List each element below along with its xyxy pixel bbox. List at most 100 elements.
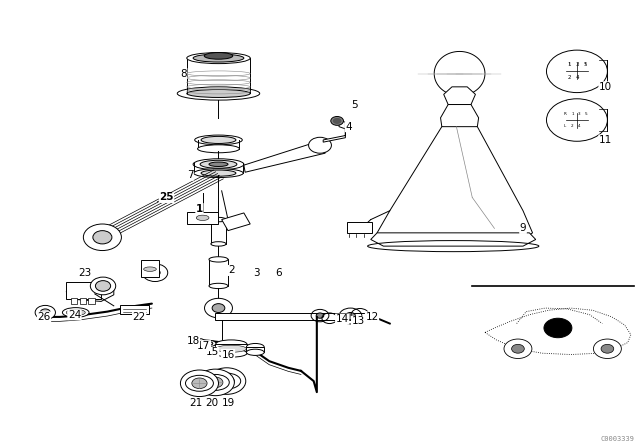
Bar (187, 211, 218, 224)
Circle shape (212, 304, 225, 313)
Text: 5: 5 (584, 112, 587, 116)
Ellipse shape (143, 267, 156, 271)
Text: 18: 18 (186, 336, 200, 346)
Text: 3: 3 (253, 267, 260, 278)
Bar (70, 298, 77, 304)
Ellipse shape (201, 136, 236, 143)
Bar (66, 282, 101, 299)
Ellipse shape (202, 340, 216, 347)
Ellipse shape (195, 340, 202, 343)
Bar (79, 298, 86, 304)
Polygon shape (434, 52, 485, 96)
Text: 4: 4 (578, 124, 580, 128)
Text: 3: 3 (575, 62, 579, 67)
Polygon shape (371, 233, 536, 246)
Circle shape (331, 116, 344, 125)
Text: 1: 1 (572, 112, 573, 116)
Text: 6: 6 (275, 267, 282, 278)
Text: 2: 2 (228, 266, 234, 276)
Text: 4: 4 (345, 122, 352, 132)
Bar (347, 222, 372, 233)
Ellipse shape (209, 257, 228, 262)
Circle shape (205, 298, 232, 318)
Text: 14: 14 (335, 314, 349, 324)
Text: 17: 17 (197, 340, 211, 351)
Text: 9: 9 (520, 224, 526, 233)
Text: 21: 21 (189, 398, 203, 408)
Circle shape (192, 378, 207, 388)
Text: R: R (563, 112, 566, 116)
Text: 7: 7 (187, 170, 193, 181)
Text: 12: 12 (365, 312, 379, 322)
Ellipse shape (211, 242, 226, 246)
Bar (141, 260, 159, 277)
Bar (215, 313, 374, 320)
Circle shape (544, 318, 572, 338)
Bar (88, 298, 95, 304)
Text: C0003339: C0003339 (600, 436, 634, 442)
Polygon shape (377, 127, 532, 242)
Circle shape (547, 50, 607, 93)
Text: 1: 1 (196, 203, 203, 214)
Circle shape (219, 376, 234, 386)
Ellipse shape (246, 344, 264, 350)
Ellipse shape (192, 338, 205, 344)
Text: 2: 2 (571, 124, 574, 128)
Ellipse shape (198, 145, 239, 153)
Circle shape (504, 339, 532, 358)
Text: 19: 19 (221, 398, 235, 408)
Text: L: L (564, 124, 566, 128)
Bar (211, 220, 226, 244)
Text: 3: 3 (577, 112, 580, 116)
Polygon shape (444, 87, 476, 104)
Circle shape (208, 368, 246, 394)
Text: 4: 4 (575, 76, 579, 81)
Ellipse shape (177, 87, 260, 100)
Text: 5: 5 (584, 62, 587, 67)
Circle shape (593, 339, 621, 358)
Text: 22: 22 (132, 312, 146, 322)
Circle shape (142, 264, 168, 281)
Ellipse shape (200, 160, 237, 168)
Polygon shape (66, 284, 114, 302)
Text: 23: 23 (79, 267, 92, 278)
Circle shape (35, 306, 56, 319)
Polygon shape (221, 213, 250, 231)
Ellipse shape (215, 340, 247, 349)
Circle shape (547, 99, 607, 141)
Circle shape (196, 369, 234, 396)
Text: 20: 20 (205, 398, 219, 408)
Ellipse shape (195, 135, 243, 145)
Text: 5: 5 (351, 99, 358, 110)
Circle shape (90, 277, 116, 295)
Ellipse shape (209, 283, 228, 289)
Ellipse shape (66, 310, 85, 315)
Ellipse shape (187, 52, 250, 64)
Text: 25: 25 (159, 193, 173, 202)
Polygon shape (244, 141, 326, 172)
Ellipse shape (193, 159, 244, 170)
Polygon shape (323, 120, 346, 142)
Circle shape (83, 224, 122, 250)
Text: 13: 13 (351, 316, 365, 326)
Text: 1: 1 (568, 62, 571, 67)
Ellipse shape (216, 345, 246, 352)
Circle shape (346, 313, 356, 319)
Text: 24: 24 (68, 310, 81, 320)
Bar (209, 259, 228, 286)
Ellipse shape (63, 308, 89, 317)
Circle shape (316, 313, 324, 318)
Text: 8: 8 (180, 69, 187, 78)
Ellipse shape (246, 349, 264, 355)
Circle shape (601, 345, 614, 353)
Ellipse shape (205, 342, 212, 345)
Circle shape (93, 231, 112, 244)
Ellipse shape (211, 217, 226, 222)
Text: 11: 11 (599, 135, 612, 145)
Circle shape (308, 137, 332, 153)
Text: 15: 15 (205, 347, 219, 358)
Ellipse shape (187, 90, 250, 98)
Ellipse shape (196, 215, 209, 220)
Circle shape (333, 118, 342, 124)
Bar (246, 347, 264, 352)
